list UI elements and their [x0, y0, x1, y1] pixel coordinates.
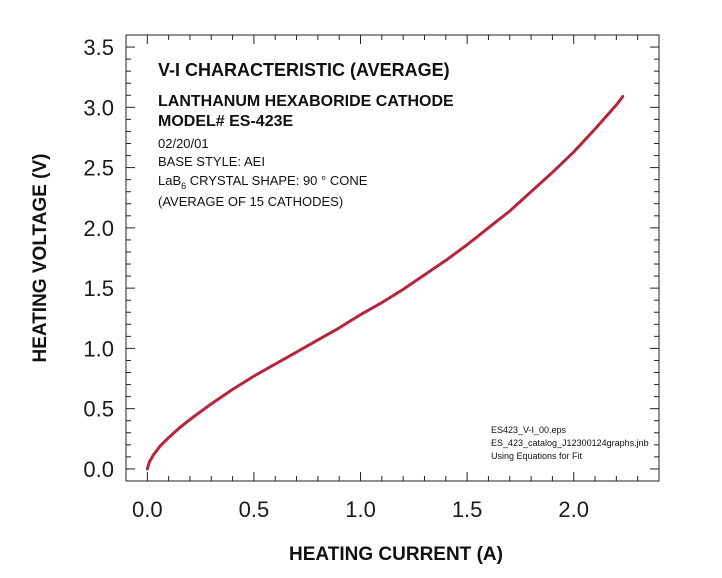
x-tick-label: 0.5 [239, 497, 270, 522]
chart-title: V-I CHARACTERISTIC (AVERAGE) [158, 60, 450, 80]
subtitle-line: MODEL# ES-423E [158, 113, 293, 130]
footnote-line: ES423_V-I_00.eps [491, 425, 567, 435]
x-axis-title: HEATING CURRENT (A) [289, 544, 503, 565]
y-tick-label: 0.0 [83, 457, 114, 482]
y-tick-label: 1.5 [83, 276, 114, 301]
x-tick-label: 1.0 [345, 497, 376, 522]
info-line: 02/20/01 [158, 136, 209, 151]
series-line [145, 94, 625, 471]
x-tick-label: 2.0 [558, 497, 589, 522]
x-tick-labels: 0.0 0.5 1.0 1.5 2.0 [132, 497, 589, 522]
axis-ticks [125, 34, 660, 481]
crystal-subscript: 6 [181, 181, 186, 191]
footnote-line: ES_423_catalog_J12300124graphs.jnb [491, 438, 649, 448]
x-tick-label: 1.5 [452, 497, 483, 522]
crystal-shape-line: LaB6 CRYSTAL SHAPE: 90 ° CONE [158, 173, 368, 191]
crystal-suffix: CRYSTAL SHAPE: 90 ° CONE [186, 173, 368, 188]
y-tick-label: 2.0 [83, 216, 114, 241]
y-tick-label: 2.5 [83, 156, 114, 181]
y-tick-label: 3.0 [83, 95, 114, 120]
subtitle-line: LANTHANUM HEXABORIDE CATHODE [158, 93, 454, 110]
y-tick-label: 0.5 [83, 397, 114, 422]
average-note: (AVERAGE OF 15 CATHODES) [158, 194, 343, 209]
footnote-line: Using Equations for Fit [491, 451, 583, 461]
crystal-prefix: LaB [158, 173, 181, 188]
y-tick-labels: 0.0 0.5 1.0 1.5 2.0 2.5 3.0 3.5 [83, 35, 114, 482]
y-axis-title: HEATING VOLTAGE (V) [30, 154, 51, 363]
y-tick-label: 1.0 [83, 336, 114, 361]
x-tick-label: 0.0 [132, 497, 163, 522]
y-tick-label: 3.5 [83, 35, 114, 60]
info-line: BASE STYLE: AEI [158, 154, 265, 169]
plot-frame [125, 34, 660, 482]
